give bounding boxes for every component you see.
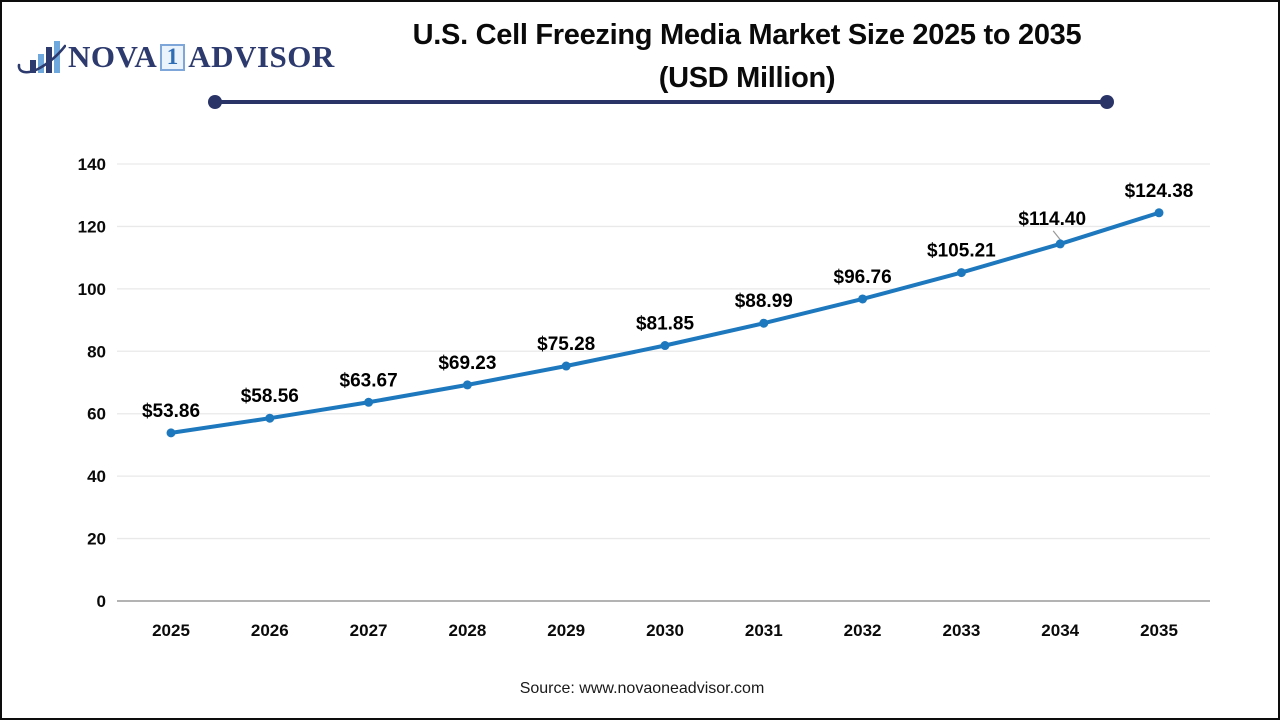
bar-chart-swoosh-icon xyxy=(17,41,66,74)
y-tick-label: 20 xyxy=(87,530,106,549)
title-divider-line xyxy=(208,95,1114,109)
data-point-label: $69.23 xyxy=(438,353,496,374)
logo-word-nova: NOVA xyxy=(68,39,158,74)
x-tick-label: 2032 xyxy=(844,621,882,640)
y-tick-label: 100 xyxy=(78,280,106,299)
x-tick-label: 2031 xyxy=(745,621,783,640)
data-point-label: $114.40 xyxy=(1018,209,1086,230)
data-point-marker xyxy=(166,428,176,438)
data-point-marker xyxy=(858,294,868,304)
x-tick-label: 2029 xyxy=(547,621,585,640)
y-tick-label: 40 xyxy=(87,467,106,486)
data-point-marker xyxy=(759,318,769,328)
x-tick-label: 2027 xyxy=(350,621,388,640)
data-point-marker xyxy=(561,361,571,371)
x-tick-label: 2030 xyxy=(646,621,684,640)
y-tick-label: 60 xyxy=(87,405,106,424)
divider-left-dot xyxy=(208,95,222,109)
x-tick-label: 2035 xyxy=(1140,621,1178,640)
data-point-marker xyxy=(660,341,670,351)
chart-title-line2: (USD Million) xyxy=(658,62,836,94)
data-point-label: $88.99 xyxy=(735,291,793,312)
data-point-label: $96.76 xyxy=(834,267,892,288)
novaone-advisor-logo: NOVA 1 ADVISOR xyxy=(16,36,335,78)
data-point-marker xyxy=(1055,239,1065,249)
data-point-label: $81.85 xyxy=(636,314,695,335)
data-point-label: $63.67 xyxy=(340,370,398,391)
data-point-label: $58.56 xyxy=(241,386,299,407)
data-label-leader-line xyxy=(1052,230,1062,242)
chart-title-line1: U.S. Cell Freezing Media Market Size 202… xyxy=(412,19,1082,51)
data-point-marker xyxy=(265,413,275,423)
y-tick-label: 80 xyxy=(87,342,106,361)
logo-one-badge: 1 xyxy=(160,43,186,71)
y-tick-label: 0 xyxy=(97,592,106,611)
data-point-marker xyxy=(364,397,374,407)
y-tick-label: 120 xyxy=(78,217,106,236)
logo-wordmark: NOVA 1 ADVISOR xyxy=(68,39,335,75)
data-point-label: $53.86 xyxy=(142,401,200,422)
data-point-label: $105.21 xyxy=(927,241,996,262)
x-tick-label: 2026 xyxy=(251,621,289,640)
source-attribution: Source: www.novaoneadvisor.com xyxy=(519,680,765,697)
x-tick-label: 2028 xyxy=(448,621,486,640)
data-point-label: $75.28 xyxy=(537,334,595,355)
logo-word-advisor: ADVISOR xyxy=(188,39,335,74)
chart-title: U.S. Cell Freezing Media Market Size 202… xyxy=(342,14,1152,100)
data-point-marker xyxy=(956,268,966,278)
x-tick-label: 2033 xyxy=(942,621,980,640)
data-point-marker xyxy=(462,380,472,390)
y-tick-label: 140 xyxy=(78,155,106,174)
data-point-label: $124.38 xyxy=(1125,181,1194,202)
data-point-marker xyxy=(1154,208,1164,218)
divider-right-dot xyxy=(1100,95,1114,109)
x-tick-label: 2034 xyxy=(1041,621,1079,640)
x-tick-label: 2025 xyxy=(152,621,190,640)
